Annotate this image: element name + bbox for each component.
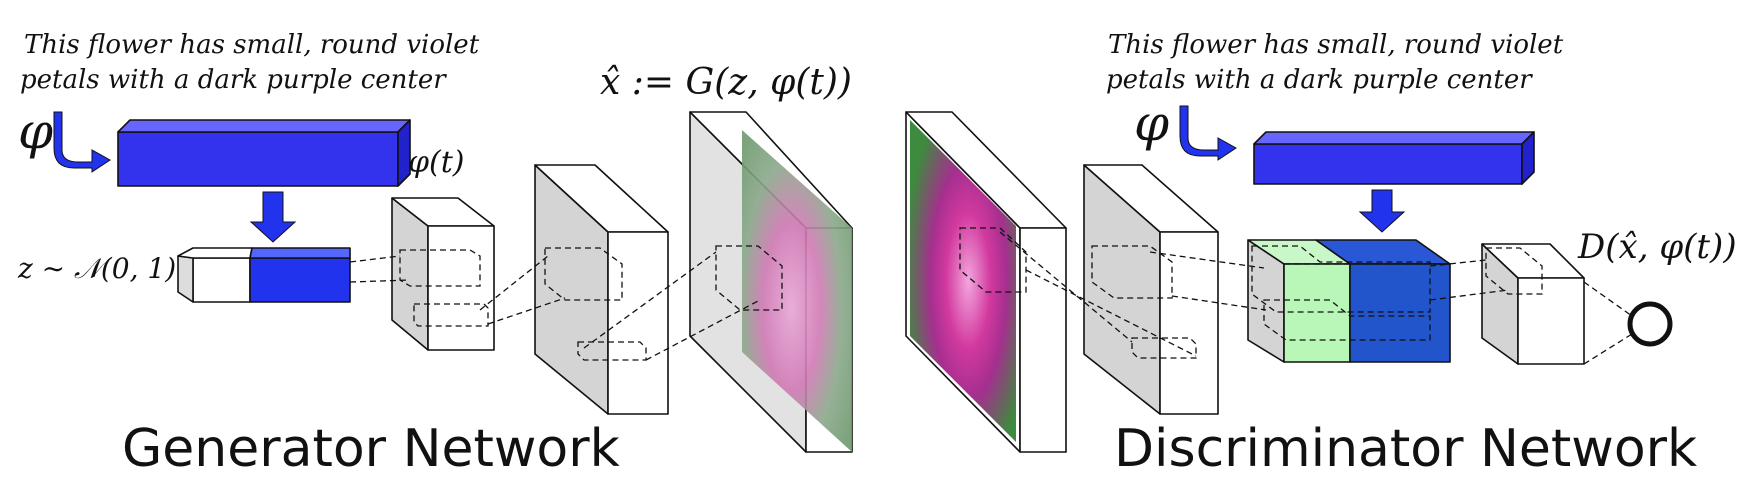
discriminator-down-arrow <box>1358 189 1406 233</box>
discriminator-text-embedding-box <box>1253 131 1535 185</box>
discriminator-receptive-field-lines <box>999 231 1633 365</box>
generator-conv-block-2 <box>534 164 669 415</box>
generator-caption-line2: petals with a dark purple center <box>20 65 447 95</box>
generator-receptive-field-lines <box>349 251 761 361</box>
generator-noise-label: z ∼ 𝒩(0, 1) <box>17 252 176 285</box>
discriminator-score-label: D(x̂, φ(t)) <box>1577 227 1737 267</box>
generator-output-label: x̂ := G(z, φ(t)) <box>600 62 852 103</box>
discriminator-final-block <box>1481 243 1585 365</box>
generator-phi-arrow <box>53 111 111 173</box>
discriminator-concat-block <box>1247 239 1451 363</box>
discriminator-phi-symbol: φ <box>1134 94 1169 152</box>
discriminator-conv-block <box>1083 164 1219 415</box>
generator-output-image-block <box>689 111 853 453</box>
discriminator-input-image-block <box>905 111 1067 453</box>
generator-conv-block-1 <box>391 197 495 351</box>
discriminator-section-label: Discriminator Network <box>1114 419 1697 479</box>
generator-section-label: Generator Network <box>122 419 620 479</box>
generated-flower-image <box>742 130 852 452</box>
discriminator-caption-line2: petals with a dark purple center <box>1106 65 1533 95</box>
real-flower-image <box>910 120 1016 442</box>
generator-input-vector <box>177 247 351 303</box>
generator-embedding-label: φ(t) <box>408 145 464 180</box>
generator-text-embedding-box <box>117 119 411 187</box>
discriminator-caption-line1: This flower has small, round violet <box>1108 30 1564 60</box>
generator-phi-symbol: φ <box>18 102 53 160</box>
discriminator-phi-arrow <box>1179 105 1237 161</box>
discriminator-output-node <box>1627 301 1673 347</box>
generator-down-arrow <box>249 191 297 243</box>
generator-caption-line1: This flower has small, round violet <box>24 30 480 60</box>
